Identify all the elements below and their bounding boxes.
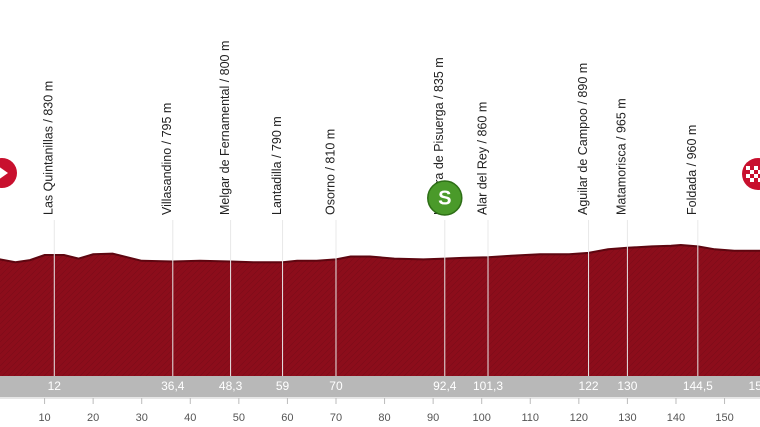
finish-icon [742, 158, 760, 190]
elevation-texture [0, 245, 760, 376]
waypoint-km: 59 [276, 379, 290, 393]
waypoint-km: 12 [48, 379, 62, 393]
waypoint-name: Aguilar de Campoo / 890 m [576, 63, 590, 215]
waypoint-name: Herrera de Pisuerga / 835 m [432, 57, 446, 215]
km-bar [0, 376, 760, 397]
waypoint-name: Lantadilla / 790 m [270, 116, 284, 215]
finish-km: 157 [749, 379, 760, 393]
x-tick-label: 150 [715, 412, 733, 424]
waypoint-km: 70 [329, 379, 343, 393]
waypoint-name: Matamorisca / 965 m [615, 98, 629, 215]
elevation-edge [0, 243, 760, 264]
x-tick-label: 70 [330, 412, 342, 424]
x-tick-label: 30 [136, 412, 148, 424]
waypoint-name: Las Quintanillas / 830 m [42, 81, 56, 215]
x-tick-label: 140 [667, 412, 685, 424]
waypoint-km: 122 [579, 379, 599, 393]
waypoint-name: Melgar de Fernamental / 800 m [218, 41, 232, 215]
waypoint-km: 48,3 [219, 379, 243, 393]
waypoint-name: Foldada / 960 m [685, 125, 699, 215]
waypoint-km: 101,3 [473, 379, 503, 393]
x-tick-label: 50 [233, 412, 245, 424]
waypoint-km: 144,5 [683, 379, 713, 393]
x-tick-label: 80 [378, 412, 390, 424]
waypoint-name: Villasandino / 795 m [160, 103, 174, 215]
x-tick-label: 60 [281, 412, 293, 424]
waypoint-km: 92,4 [433, 379, 457, 393]
x-tick-label: 130 [618, 412, 636, 424]
start-icon [0, 158, 17, 188]
x-tick-label: 90 [427, 412, 439, 424]
x-tick-label: 20 [87, 412, 99, 424]
x-tick-label: 120 [570, 412, 588, 424]
waypoint-km: 130 [617, 379, 637, 393]
sprint-icon [427, 180, 463, 216]
x-tick-label: 40 [184, 412, 196, 424]
x-tick-label: 100 [473, 412, 491, 424]
x-tick-label: 10 [38, 412, 50, 424]
sprint-label: S [438, 187, 451, 209]
waypoint-name: Alar del Rey / 860 m [475, 102, 489, 215]
waypoint-name: Osorno / 810 m [323, 129, 337, 215]
x-tick-label: 110 [521, 412, 539, 424]
waypoint-km: 36,4 [161, 379, 185, 393]
